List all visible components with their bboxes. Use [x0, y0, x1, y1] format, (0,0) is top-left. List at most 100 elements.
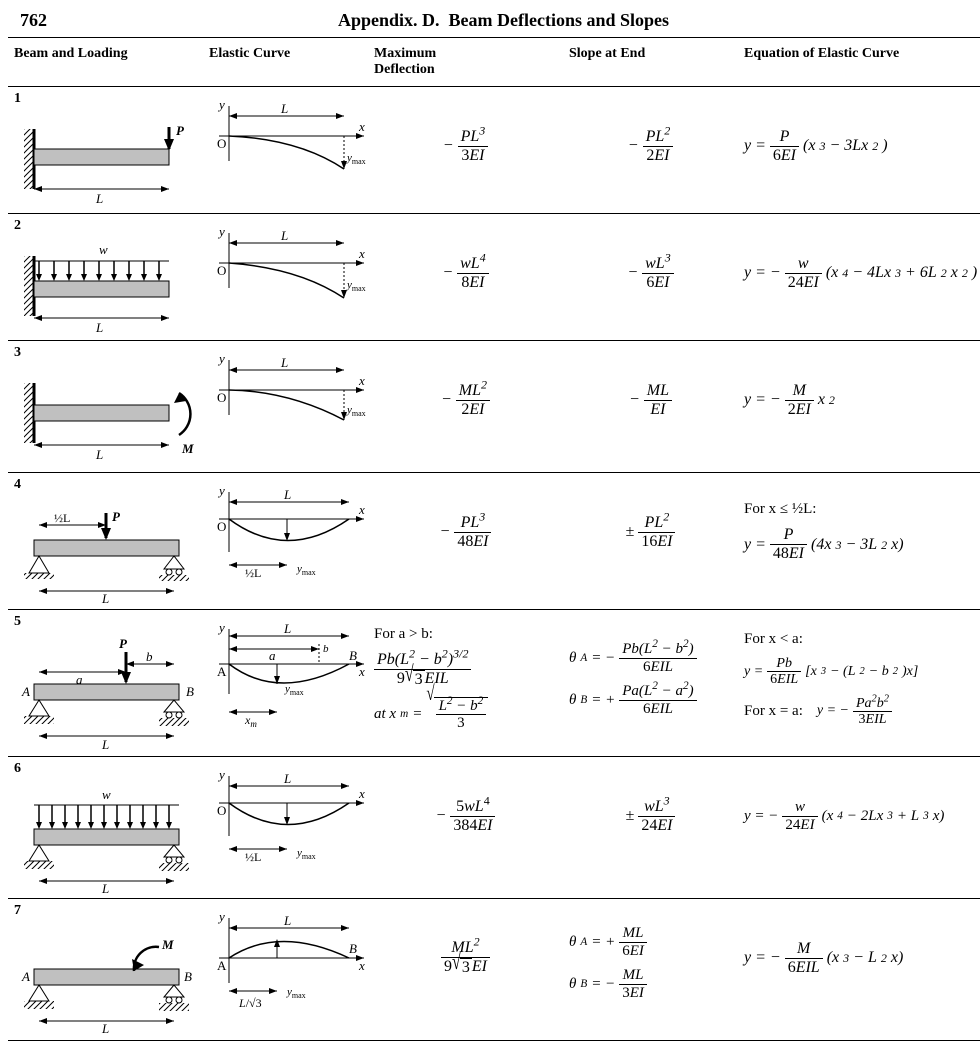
elastic-curve-4: xyO ½L ymax L [209, 477, 369, 587]
beam-diagram-4: P ½L L [14, 495, 199, 605]
defl-5a: Pb(L2 − b2)3/293EIL [374, 651, 471, 688]
beam-diagram-3: M L [14, 363, 199, 468]
defl-2: − wL48EI [442, 255, 488, 291]
svg-text:ymax: ymax [346, 152, 366, 166]
svg-text:O: O [217, 136, 226, 151]
svg-text:L: L [95, 320, 103, 335]
beam-diagram-2: w L [14, 236, 199, 336]
eqn-6: y = − w24EI (x4 − 2Lx3 + L3x) [744, 799, 944, 833]
svg-text:P: P [112, 509, 121, 524]
defl-7: ML293EI [441, 939, 490, 976]
svg-text:x: x [358, 786, 365, 801]
beam-diagram-6: w L [14, 779, 199, 894]
svg-text:O: O [217, 390, 226, 405]
slope-7b: θB = − ML3EI [569, 967, 647, 1001]
page-header: 762 Appendix. D. Beam Deflections and Sl… [8, 10, 972, 37]
svg-text:L: L [101, 1021, 109, 1036]
slope-4: ± PL216EI [626, 514, 676, 550]
svg-text:M: M [161, 937, 174, 952]
svg-text:b: b [323, 643, 329, 655]
svg-text:y: y [217, 909, 225, 924]
table-row: 3 M L [8, 341, 980, 473]
svg-text:L: L [101, 881, 109, 894]
beam-diagram-7: AB M L [14, 921, 199, 1036]
svg-text:x: x [358, 502, 365, 517]
svg-text:M: M [181, 441, 194, 456]
table-row: 1 P L [8, 87, 980, 214]
eqn-5-prefix: For x < a: [744, 631, 803, 648]
defl-1: − PL33EI [443, 128, 488, 164]
svg-text:a: a [76, 672, 83, 687]
svg-text:y: y [217, 767, 225, 782]
svg-text:L/√3: L/√3 [238, 996, 262, 1010]
svg-text:L: L [101, 591, 109, 605]
col-defl: MaximumDeflection [368, 38, 563, 87]
svg-text:ymax: ymax [286, 986, 306, 1000]
svg-text:B: B [349, 648, 357, 663]
svg-text:L: L [280, 101, 288, 116]
beam-diagram-1: P L [14, 109, 199, 209]
svg-text:x: x [358, 664, 365, 679]
eqn-5a: y = Pb6EIL [x3 − (L2 − b2)x] [744, 656, 918, 688]
svg-text:y: y [217, 351, 225, 366]
svg-text:L: L [101, 737, 109, 752]
row-number: 2 [14, 218, 197, 236]
table-row: 5 AB P a b L [8, 610, 980, 757]
beam-deflection-table: Beam and Loading Elastic Curve MaximumDe… [8, 37, 980, 1041]
defl-5-prefix: For a > b: [374, 626, 433, 643]
svg-text:x: x [358, 958, 365, 973]
svg-text:L: L [280, 228, 288, 243]
eqn-5b: y = − Pa2b23EIL [817, 696, 892, 728]
svg-text:A: A [21, 969, 30, 984]
svg-text:y: y [217, 224, 225, 239]
col-beam: Beam and Loading [8, 38, 203, 87]
slope-7a: θA = + ML6EI [569, 925, 647, 959]
elastic-curve-2: xyO ymax L [209, 218, 369, 318]
col-slope: Slope at End [563, 38, 738, 87]
svg-text:P: P [176, 123, 185, 138]
slope-5b: θB = + Pa(L2 − a2)6EIL [569, 683, 697, 717]
eqn-4: y = P48EI (4x3 − 3L2x) [744, 526, 904, 562]
slope-2: − wL36EI [627, 255, 673, 291]
beam-diagram-5: AB P a b L [14, 632, 199, 752]
svg-text:L: L [95, 447, 103, 462]
svg-text:P: P [119, 636, 128, 651]
slope-3: − MLEI [629, 382, 672, 418]
defl-6: − 5wL4384EI [436, 798, 496, 834]
svg-text:L: L [95, 191, 103, 206]
svg-text:L: L [283, 487, 291, 502]
eqn-4-prefix: For x ≤ ½L: [744, 501, 816, 518]
svg-text:w: w [102, 787, 111, 802]
eqn-2: y = − w24EI (x4 − 4Lx3 + 6L2x2) [744, 255, 977, 291]
svg-text:x: x [358, 119, 365, 134]
svg-text:b: b [146, 649, 153, 664]
svg-text:a: a [269, 648, 276, 663]
svg-text:O: O [217, 519, 226, 534]
svg-text:ymax: ymax [346, 404, 366, 418]
svg-text:½L: ½L [245, 566, 261, 580]
slope-1: − PL22EI [628, 128, 673, 164]
elastic-curve-7: yABx L/√3 ymax L [209, 903, 369, 1013]
elastic-curve-5: yABx b a ymax xm L [209, 614, 369, 734]
table-row: 6 [8, 757, 980, 899]
page-number: 762 [20, 10, 47, 31]
svg-text:ymax: ymax [296, 563, 316, 577]
row-number: 4 [14, 477, 197, 495]
row-number: 6 [14, 761, 197, 779]
svg-text:x: x [358, 246, 365, 261]
svg-text:y: y [217, 620, 225, 635]
table-row: 7 AB M L [8, 899, 980, 1041]
col-eqn: Equation of Elastic Curve [738, 38, 980, 87]
svg-text:A: A [217, 664, 227, 679]
defl-4: − PL348EI [440, 514, 492, 550]
defl-3: − ML22EI [441, 382, 490, 418]
slope-5a: θA = − Pb(L2 − b2)6EIL [569, 641, 697, 675]
svg-text:xm: xm [244, 713, 257, 729]
svg-text:½L: ½L [54, 511, 70, 525]
row-number: 3 [14, 345, 197, 363]
svg-text:x: x [358, 373, 365, 388]
eqn-7: y = − M6EIL (x3 − L2x) [744, 940, 903, 976]
svg-text:L: L [283, 913, 291, 928]
defl-5b: at xm = L2 − b23 [374, 697, 488, 732]
svg-text:L: L [283, 621, 291, 636]
